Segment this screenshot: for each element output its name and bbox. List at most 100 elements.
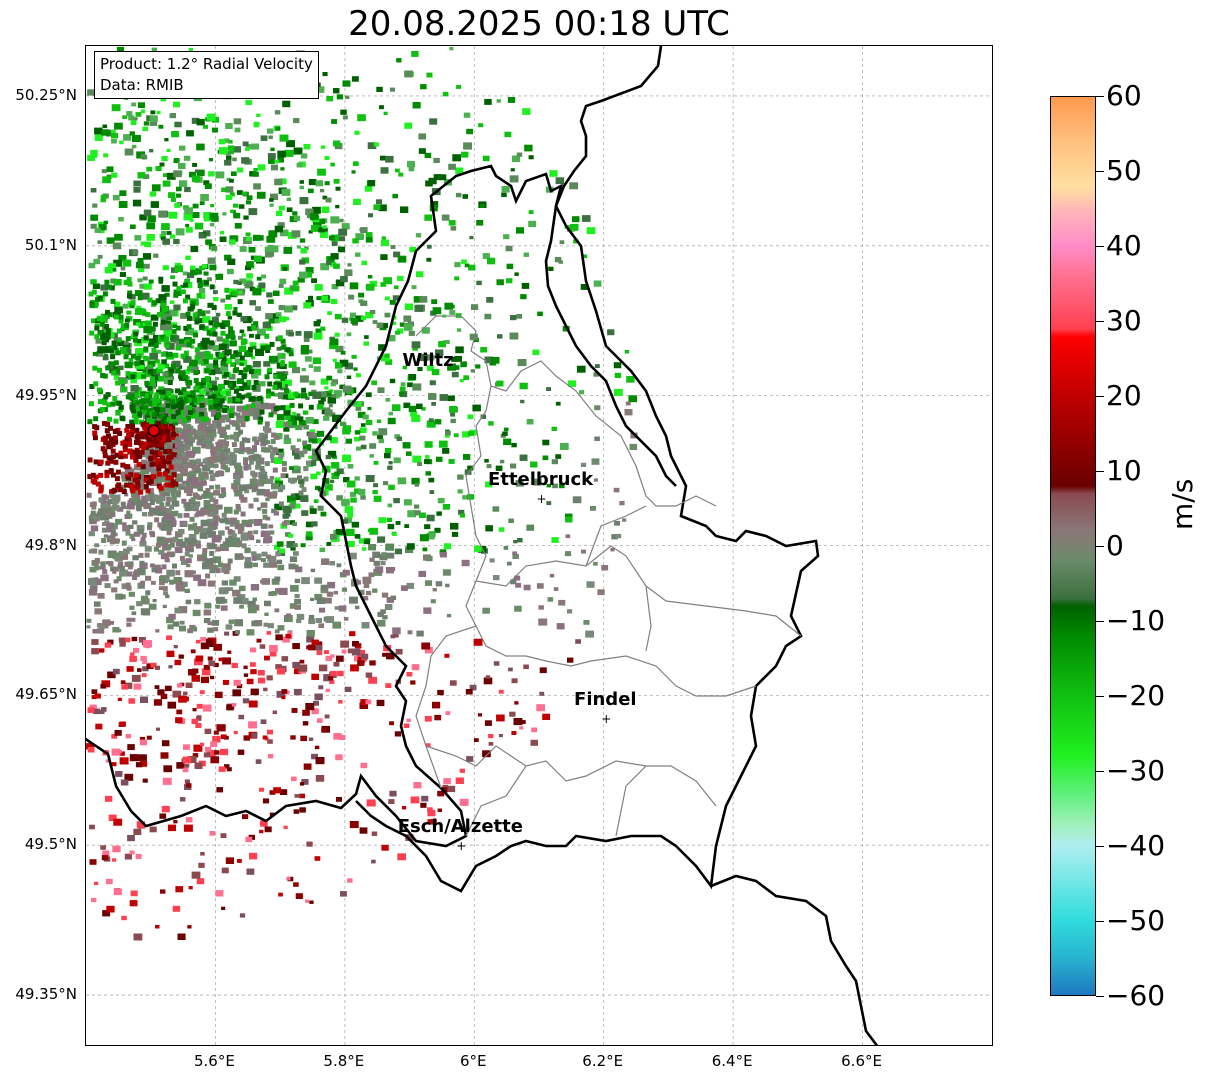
- velocity-echo: [220, 365, 229, 372]
- velocity-echo: [281, 188, 291, 196]
- velocity-echo: [217, 440, 226, 448]
- velocity-echo: [186, 324, 192, 330]
- velocity-echo: [288, 563, 296, 570]
- velocity-echo: [264, 655, 270, 661]
- velocity-echo: [229, 150, 234, 155]
- velocity-echo: [138, 754, 147, 761]
- velocity-echo: [221, 580, 229, 586]
- velocity-echo: [236, 393, 242, 398]
- velocity-echo: [121, 386, 127, 392]
- velocity-echo: [149, 352, 158, 360]
- velocity-echo: [185, 682, 192, 688]
- velocity-echo: [151, 474, 157, 480]
- velocity-echo: [219, 231, 225, 235]
- velocity-echo: [175, 886, 184, 893]
- velocity-echo: [310, 568, 315, 573]
- velocity-echo: [200, 637, 206, 642]
- velocity-echo: [341, 502, 347, 507]
- velocity-echo: [406, 543, 415, 550]
- velocity-echo: [215, 351, 221, 357]
- velocity-echo: [290, 445, 296, 451]
- velocity-echo: [380, 609, 386, 614]
- velocity-echo: [94, 557, 100, 563]
- velocity-echo: [210, 428, 217, 434]
- velocity-echo: [282, 513, 289, 519]
- velocity-echo: [397, 275, 404, 281]
- velocity-echo: [168, 665, 173, 669]
- velocity-echo: [246, 261, 254, 268]
- velocity-echo: [614, 388, 623, 396]
- velocity-echo: [283, 405, 292, 412]
- velocity-echo: [514, 701, 519, 705]
- velocity-echo: [581, 549, 586, 554]
- velocity-echo: [269, 812, 275, 817]
- velocity-echo: [572, 216, 580, 223]
- velocity-echo: [450, 304, 455, 309]
- velocity-echo: [135, 290, 143, 297]
- velocity-echo: [601, 565, 609, 571]
- velocity-echo: [390, 634, 396, 639]
- velocity-echo: [167, 537, 173, 543]
- velocity-echo: [360, 699, 368, 705]
- velocity-echo: [466, 756, 474, 762]
- radar-map[interactable]: [85, 45, 993, 1046]
- velocity-echo: [197, 308, 202, 313]
- velocity-echo: [354, 430, 361, 435]
- velocity-echo: [244, 557, 250, 563]
- velocity-echo: [159, 576, 168, 584]
- velocity-echo: [219, 471, 225, 476]
- velocity-echo: [369, 280, 378, 287]
- velocity-echo: [341, 317, 349, 323]
- velocity-echo: [175, 345, 182, 351]
- place-marker-icon: +: [456, 839, 467, 854]
- velocity-echo: [576, 365, 586, 373]
- velocity-echo: [115, 350, 121, 356]
- velocity-echo: [203, 180, 210, 186]
- velocity-echo: [132, 199, 142, 207]
- velocity-echo: [265, 393, 271, 399]
- velocity-echo: [183, 356, 192, 363]
- velocity-echo: [183, 350, 189, 356]
- velocity-echo: [221, 356, 227, 362]
- velocity-echo: [136, 461, 142, 467]
- velocity-echo: [271, 409, 278, 415]
- velocity-echo: [330, 298, 338, 305]
- velocity-echo: [292, 285, 300, 292]
- velocity-echo: [493, 575, 500, 581]
- velocity-echo: [204, 509, 210, 515]
- velocity-echo: [275, 448, 284, 456]
- velocity-echo: [274, 178, 283, 186]
- velocity-echo: [403, 315, 412, 322]
- velocity-echo: [270, 450, 276, 456]
- velocity-echo: [279, 178, 287, 185]
- velocity-echo: [264, 246, 271, 252]
- velocity-echo: [113, 439, 119, 445]
- velocity-echo: [360, 300, 368, 306]
- velocity-echo: [388, 461, 393, 465]
- velocity-echo: [195, 716, 202, 721]
- velocity-echo: [380, 155, 386, 161]
- velocity-echo: [301, 577, 310, 585]
- velocity-echo: [158, 276, 164, 282]
- velocity-echo: [333, 390, 342, 397]
- velocity-echo: [138, 405, 144, 411]
- velocity-echo: [453, 433, 459, 438]
- velocity-echo: [102, 448, 108, 454]
- velocity-echo: [191, 871, 201, 879]
- velocity-echo: [294, 454, 301, 460]
- velocity-echo: [273, 374, 279, 380]
- velocity-echo: [416, 630, 424, 637]
- velocity-echo: [173, 304, 181, 311]
- velocity-echo: [244, 561, 253, 569]
- velocity-echo: [397, 255, 407, 263]
- velocity-echo: [215, 451, 221, 457]
- velocity-echo: [179, 180, 188, 187]
- velocity-echo: [330, 338, 339, 346]
- velocity-echo: [139, 434, 145, 440]
- velocity-echo: [113, 818, 123, 826]
- velocity-echo: [257, 328, 266, 336]
- velocity-echo: [273, 318, 280, 324]
- velocity-echo: [300, 248, 308, 254]
- velocity-echo: [162, 180, 171, 187]
- velocity-echo: [341, 223, 350, 230]
